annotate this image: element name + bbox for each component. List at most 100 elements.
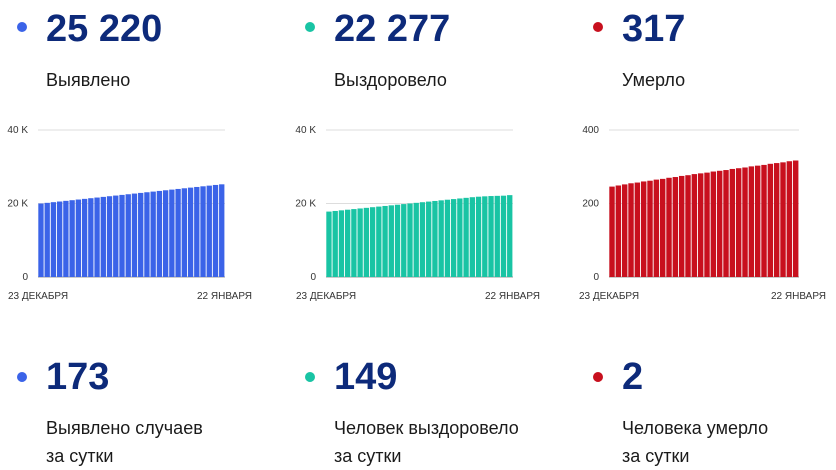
bar — [426, 201, 432, 277]
recovered-daily-dot-icon — [305, 372, 315, 382]
y-tick-label: 20 K — [7, 199, 28, 210]
died-total: 317 — [622, 8, 686, 50]
bar — [200, 186, 206, 277]
recovered-daily-label: Человек выздоровело — [334, 418, 519, 438]
bar — [394, 204, 401, 277]
bar — [125, 194, 131, 277]
x-start-label: 23 ДЕКАБРЯ — [296, 291, 356, 302]
detected-label: Выявлено — [46, 70, 131, 90]
died-label: Умерло — [622, 70, 686, 90]
bar — [786, 161, 793, 277]
bar — [212, 184, 219, 277]
bar — [187, 187, 194, 277]
detected-dot-icon — [17, 22, 27, 32]
died-daily-label: Человека умерло — [622, 418, 769, 438]
y-tick-label: 40 K — [7, 125, 28, 136]
bar — [419, 202, 426, 277]
bar — [469, 197, 475, 277]
y-tick-label: 20 K — [295, 199, 316, 210]
bar — [181, 188, 187, 277]
bar — [710, 171, 717, 277]
bar — [363, 207, 370, 277]
bar — [647, 180, 653, 277]
bar — [723, 170, 729, 277]
bar — [88, 198, 94, 277]
detected-daily-value: 173 — [46, 356, 110, 398]
bar — [653, 179, 660, 277]
bar — [773, 163, 780, 277]
bar — [754, 165, 761, 277]
x-start-label: 23 ДЕКАБРЯ — [8, 291, 68, 302]
bar — [38, 203, 44, 277]
bar — [376, 206, 382, 277]
recovered-total: 22 277 — [334, 8, 451, 50]
recovered-label: Выздоровело — [334, 70, 447, 90]
bar — [169, 189, 175, 277]
bar — [100, 196, 106, 277]
bar — [407, 203, 413, 277]
died-dot-icon — [593, 22, 603, 32]
bar — [767, 163, 774, 277]
bar — [697, 173, 704, 277]
bar — [729, 168, 736, 277]
died-daily-sublabel: за сутки — [622, 446, 690, 466]
x-end-label: 22 ЯНВАРЯ — [197, 291, 252, 302]
y-tick-label: 40 K — [295, 125, 316, 136]
bar — [609, 186, 615, 277]
bar — [792, 160, 799, 277]
bar — [494, 195, 500, 277]
bar — [659, 178, 666, 277]
bar — [63, 200, 69, 277]
bar — [357, 208, 363, 277]
bar — [44, 202, 50, 277]
bar — [144, 192, 150, 277]
bar — [138, 192, 144, 277]
bar — [382, 205, 388, 277]
section-died: 317 Умерло 0 200 400 23 ДЕКАБРЯ 22 ЯНВАРЯ 2 … — [576, 0, 836, 470]
detected-chart: 0 20 K 40 K 23 ДЕКАБРЯ 22 ЯНВАРЯ — [7, 125, 252, 302]
x-end-label: 22 ЯНВАРЯ — [771, 291, 826, 302]
bar — [678, 175, 685, 277]
bar — [450, 199, 457, 277]
y-tick-label: 200 — [582, 199, 599, 210]
bar — [401, 204, 407, 277]
recovered-chart: 0 20 K 40 K 23 ДЕКАБРЯ 22 ЯНВАРЯ — [295, 125, 540, 302]
bar — [444, 199, 451, 277]
bar — [666, 177, 672, 277]
x-end-label: 22 ЯНВАРЯ — [485, 291, 540, 302]
bar — [81, 198, 88, 277]
died-daily-dot-icon — [593, 372, 603, 382]
bar — [735, 168, 742, 277]
y-tick-label: 0 — [593, 272, 599, 283]
bar — [742, 167, 748, 277]
bar — [94, 197, 100, 277]
bar — [351, 209, 357, 277]
bar — [57, 201, 63, 277]
bar — [748, 166, 755, 277]
y-tick-label: 0 — [310, 272, 316, 283]
recovered-daily-value: 149 — [334, 356, 398, 398]
bar — [206, 185, 212, 277]
bar — [75, 199, 82, 277]
bar — [628, 183, 634, 277]
section-recovered: 22 277 Выздоровело 0 20 K 40 K 23 ДЕКАБРЯ 22… — [288, 0, 566, 470]
bar — [482, 196, 488, 277]
bar — [672, 177, 679, 277]
bar — [150, 191, 156, 277]
bar — [119, 194, 125, 277]
died-daily-value: 2 — [622, 356, 644, 398]
bar — [507, 195, 513, 277]
recovered-dot-icon — [305, 22, 315, 32]
bar — [634, 182, 641, 277]
x-start-label: 23 ДЕКАБРЯ — [579, 291, 639, 302]
bar — [131, 193, 138, 277]
detected-total: 25 220 — [46, 8, 163, 50]
bar — [621, 184, 628, 277]
bar — [716, 170, 723, 277]
recovered-daily-sublabel: за сутки — [334, 446, 402, 466]
bar — [432, 200, 438, 277]
detected-daily-dot-icon — [17, 372, 27, 382]
bar — [475, 196, 482, 277]
y-tick-label: 400 — [582, 125, 599, 136]
bar — [685, 175, 691, 277]
